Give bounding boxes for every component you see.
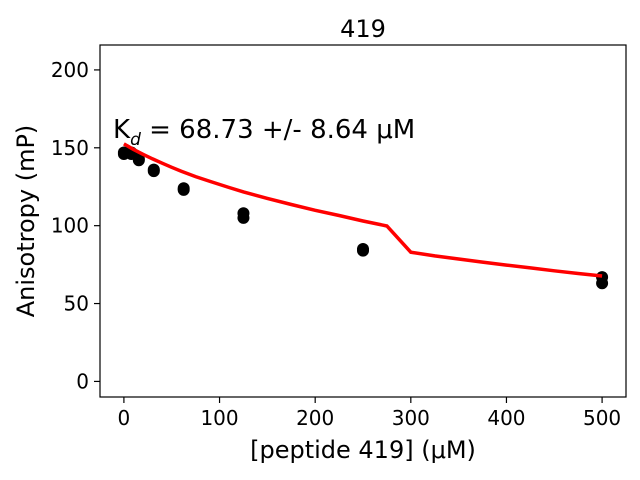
x-tick-label-300: 300 [392, 406, 430, 430]
kd-annotation-k: K [113, 115, 131, 145]
plot-frame [99, 44, 627, 398]
data-point-7 [147, 163, 160, 176]
kd-annotation-rest: = 68.73 +/- 8.64 μM [141, 115, 415, 145]
data-point-13 [357, 243, 369, 256]
y-tick-label-0: 0 [76, 369, 89, 393]
y-tick-label-150: 150 [51, 136, 89, 160]
x-tick-label-100: 100 [200, 406, 238, 430]
x-axis-label: [peptide 419] (μM) [250, 436, 476, 464]
fit-curve [123, 142, 603, 278]
y-tick-label-200: 200 [51, 58, 89, 82]
kd-annotation: Kd = 68.73 +/- 8.64 μM [113, 115, 415, 150]
y-tick-label-50: 50 [64, 292, 89, 316]
chart-title: 419 [340, 15, 386, 43]
data-point-11 [237, 207, 250, 220]
y-tick-label-100: 100 [51, 214, 89, 238]
kd-annotation-subscript: d [130, 130, 141, 150]
x-tick-label-500: 500 [583, 406, 621, 430]
x-tick-label-400: 400 [487, 406, 525, 430]
x-tick-label-0: 0 [118, 406, 131, 430]
y-axis-label: Anisotropy (mP) [12, 125, 40, 318]
data-point-5 [132, 152, 145, 165]
data-point-9 [177, 182, 190, 195]
x-tick-label-200: 200 [296, 406, 334, 430]
